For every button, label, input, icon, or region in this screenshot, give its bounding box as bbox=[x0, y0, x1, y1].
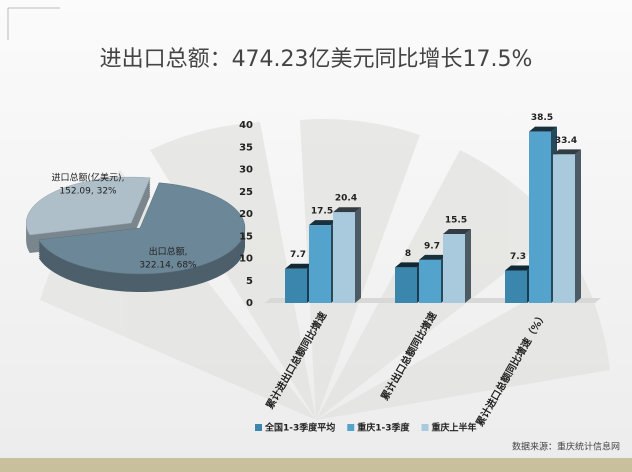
legend-swatch bbox=[421, 424, 429, 431]
y-tick-label: 30 bbox=[239, 165, 253, 176]
legend-swatch bbox=[255, 424, 262, 431]
bar-value-label: 8 bbox=[405, 249, 411, 259]
bar bbox=[529, 131, 551, 303]
bar-top bbox=[309, 220, 337, 226]
bar-value-label: 33.4 bbox=[555, 136, 577, 146]
bar-top bbox=[529, 126, 557, 132]
bar-top bbox=[553, 149, 581, 155]
legend-label: 重庆1-3季度 bbox=[357, 422, 410, 434]
bar bbox=[395, 267, 417, 303]
bar-side bbox=[355, 207, 361, 303]
y-tick-label: 10 bbox=[239, 254, 253, 265]
y-tick-label: 25 bbox=[239, 187, 253, 198]
y-tick-label: 15 bbox=[239, 231, 253, 242]
bar bbox=[443, 234, 465, 303]
source-note: 数据来源：重庆统计信息网 bbox=[512, 441, 620, 453]
bar-top bbox=[285, 263, 313, 269]
bar-value-label: 7.3 bbox=[510, 252, 526, 262]
y-tick-label: 5 bbox=[246, 276, 253, 287]
pie-label-name: 进口总额(亿美元), bbox=[52, 172, 125, 184]
y-tick-label: 0 bbox=[246, 298, 253, 309]
legend-label: 全国1-3季度平均 bbox=[264, 422, 335, 434]
bar-top bbox=[443, 229, 471, 235]
bar bbox=[285, 268, 307, 303]
bar-top bbox=[395, 262, 423, 268]
corner-decoration bbox=[7, 7, 60, 40]
bar-value-label: 17.5 bbox=[311, 207, 333, 217]
bar-top bbox=[333, 207, 361, 213]
bar-value-label: 7.7 bbox=[290, 250, 306, 260]
legend-label: 重庆上半年 bbox=[432, 422, 477, 434]
bar-value-label: 20.4 bbox=[335, 194, 357, 204]
bottom-band bbox=[0, 458, 632, 472]
bar bbox=[505, 270, 527, 303]
bar-top bbox=[419, 254, 447, 260]
y-tick-label: 20 bbox=[239, 209, 253, 220]
pie-slice bbox=[38, 182, 246, 275]
bar-value-label: 38.5 bbox=[531, 113, 553, 123]
bar bbox=[333, 212, 355, 303]
bar-side bbox=[575, 149, 581, 303]
bar-value-label: 9.7 bbox=[424, 241, 440, 251]
bar-top bbox=[505, 265, 533, 271]
y-tick-label: 40 bbox=[239, 120, 253, 131]
bar bbox=[309, 225, 331, 303]
bar-side bbox=[465, 229, 471, 303]
legend-swatch bbox=[347, 424, 355, 431]
bar bbox=[419, 259, 441, 303]
bar bbox=[553, 154, 575, 303]
page-title: 进出口总额：474.23亿美元同比增长17.5% bbox=[100, 47, 533, 72]
pie-value-label: 322.14, 68% bbox=[139, 261, 197, 271]
bar-value-label: 15.5 bbox=[445, 216, 467, 226]
y-tick-label: 35 bbox=[239, 142, 253, 153]
pie-label-name: 出口总额, bbox=[149, 246, 188, 258]
pie-slice bbox=[25, 176, 151, 236]
pie-value-label: 152.09, 32% bbox=[59, 187, 117, 197]
